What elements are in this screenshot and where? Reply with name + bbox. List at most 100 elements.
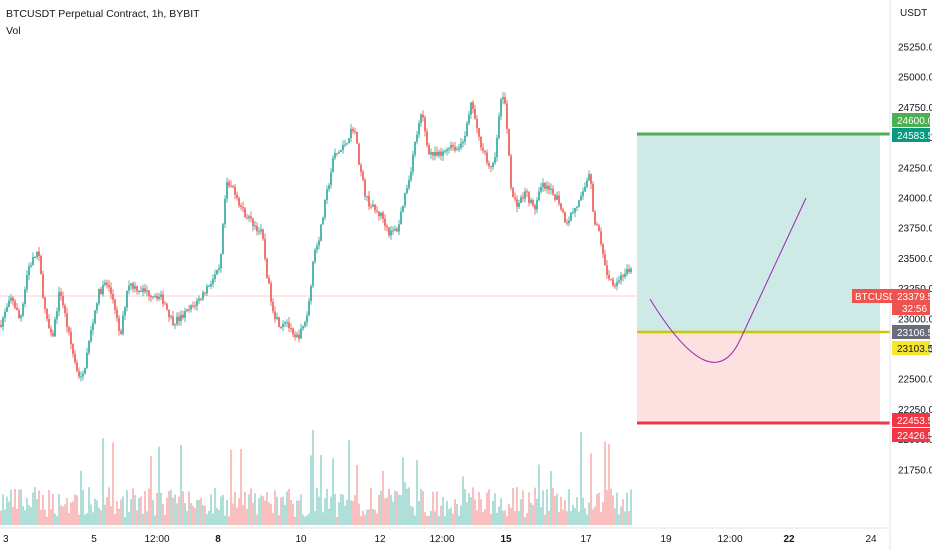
volume-bar xyxy=(110,506,112,525)
volume-bar xyxy=(170,489,172,525)
volume-bar xyxy=(276,496,278,525)
volume-bar xyxy=(306,515,308,525)
candle-body xyxy=(4,311,6,318)
candle-body xyxy=(64,305,66,314)
candle-body xyxy=(600,231,602,245)
price-tick-label: 23750.0 xyxy=(898,224,932,235)
loss-zone xyxy=(637,332,880,423)
candle-body xyxy=(32,257,34,266)
volume-bar xyxy=(116,500,118,525)
volume-bar xyxy=(102,438,104,525)
time-tick-label: 10 xyxy=(295,534,307,545)
volume-bar xyxy=(186,511,188,525)
candle-body xyxy=(484,150,486,153)
volume-bar xyxy=(426,515,428,525)
candle-body xyxy=(76,362,78,372)
tag-countdown-text: 32:56 xyxy=(902,304,927,315)
volume-bar xyxy=(538,464,540,525)
volume-bar xyxy=(576,497,578,525)
candle-body xyxy=(176,316,178,325)
candle-body xyxy=(204,292,206,294)
price-tick-label: 23000.0 xyxy=(898,314,932,325)
candle-body xyxy=(612,279,614,286)
volume-bar xyxy=(282,496,284,525)
volume-bar xyxy=(2,494,4,525)
candle-body xyxy=(604,254,606,266)
candle-body xyxy=(228,182,230,186)
volume-bar xyxy=(600,512,602,525)
volume-bar xyxy=(610,488,612,525)
volume-bar xyxy=(262,496,264,525)
volume-bar xyxy=(308,513,310,525)
profit-zone xyxy=(637,134,880,332)
volume-bar xyxy=(568,489,570,525)
candle-body xyxy=(14,301,16,308)
volume-bar xyxy=(80,470,82,525)
candle-body xyxy=(528,192,530,203)
volume-bar xyxy=(256,514,258,525)
volume-bar xyxy=(120,499,122,525)
volume-bar xyxy=(288,488,290,525)
candle-body xyxy=(534,205,536,210)
candle-body xyxy=(158,296,160,299)
candle-body xyxy=(396,228,398,232)
volume-bar xyxy=(182,491,184,525)
candle-body xyxy=(620,275,622,281)
volume-bar xyxy=(470,497,472,525)
candle-body xyxy=(80,376,82,378)
volume-bar xyxy=(544,514,546,525)
volume-bar xyxy=(562,509,564,525)
volume-bar xyxy=(614,508,616,525)
candle-body xyxy=(626,268,628,274)
volume-bar xyxy=(516,487,518,525)
candle-body xyxy=(424,117,426,132)
price-tick-label: 24000.0 xyxy=(898,194,932,205)
candle-body xyxy=(148,290,150,296)
candle-body xyxy=(420,114,422,124)
volume-bar xyxy=(34,487,36,525)
candle-body xyxy=(490,166,492,168)
volume-bar xyxy=(494,493,496,525)
candle-body xyxy=(156,295,158,299)
volume-bar xyxy=(566,511,568,525)
volume-bar xyxy=(56,515,58,525)
candle-body xyxy=(570,212,572,221)
candle-body xyxy=(354,131,356,133)
candle-body xyxy=(180,314,182,322)
volume-bar xyxy=(290,499,292,525)
volume-bar xyxy=(98,507,100,525)
volume-bar xyxy=(10,489,12,525)
volume-bar xyxy=(174,494,176,525)
candle-body xyxy=(126,290,128,308)
candle-body xyxy=(10,297,12,301)
candle-body xyxy=(502,97,504,100)
volume-bar xyxy=(480,499,482,525)
volume-bar xyxy=(364,514,366,525)
volume-bar xyxy=(222,494,224,525)
time-tick-label: 12:00 xyxy=(429,534,454,545)
volume-indicator-label[interactable]: Vol xyxy=(6,25,21,37)
volume-bar xyxy=(210,494,212,525)
volume-bar xyxy=(368,509,370,525)
volume-bar xyxy=(326,488,328,525)
candle-body xyxy=(242,206,244,209)
volume-bar xyxy=(536,498,538,525)
candle-body xyxy=(482,147,484,151)
volume-bar xyxy=(334,493,336,525)
volume-bar xyxy=(526,512,528,525)
volume-bar xyxy=(260,495,262,525)
volume-bar xyxy=(104,504,106,525)
volume-bar xyxy=(60,505,62,525)
volume-bar xyxy=(128,511,130,525)
candle-body xyxy=(130,283,132,286)
volume-bar xyxy=(158,446,160,525)
candle-body xyxy=(386,226,388,228)
volume-bar xyxy=(144,491,146,525)
volume-bar xyxy=(340,493,342,525)
candle-body xyxy=(448,148,450,150)
price-tick-label: 25000.0 xyxy=(898,73,932,84)
candle-body xyxy=(618,280,620,283)
volume-bar xyxy=(62,506,64,525)
candle-body xyxy=(72,343,74,354)
